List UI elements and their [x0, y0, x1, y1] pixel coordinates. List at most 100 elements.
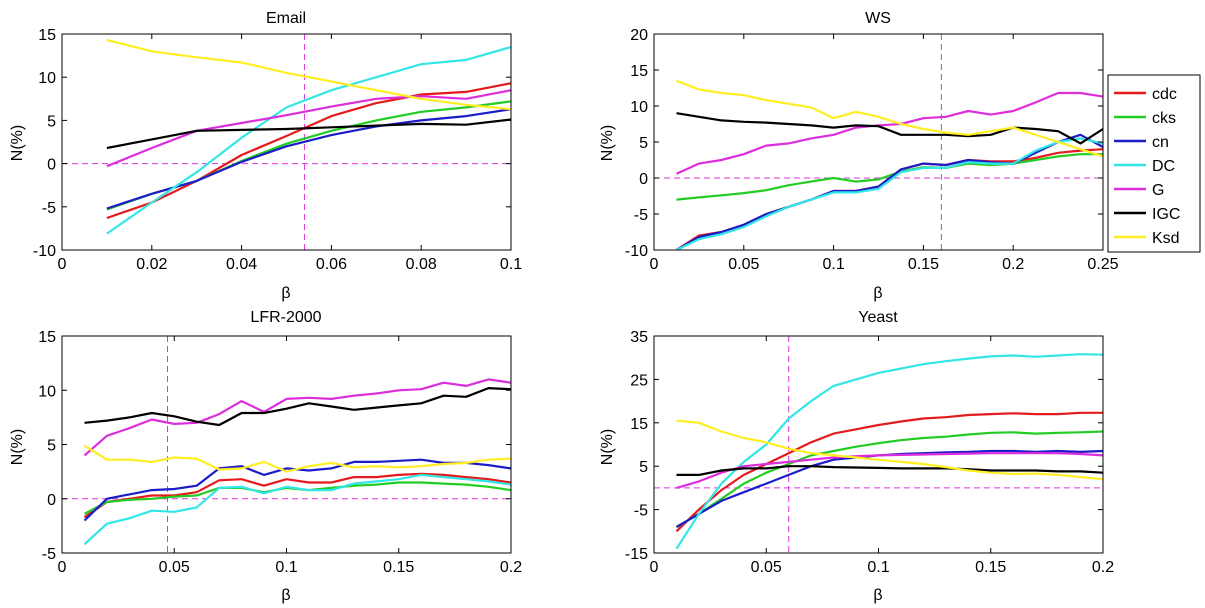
y-tick-label: 10	[38, 70, 56, 87]
y-axis-label: N(%)	[599, 429, 616, 465]
y-tick-label: 0	[47, 492, 56, 509]
series-line-igc	[84, 387, 511, 427]
series-group	[675, 353, 1103, 550]
x-axis-label: β	[873, 587, 882, 604]
series-line-cks	[676, 153, 1103, 201]
panel-title: WS	[865, 10, 891, 27]
y-axis-label: N(%)	[9, 429, 26, 465]
x-tick-label: 0.05	[751, 559, 782, 576]
x-tick-label: 0	[58, 256, 67, 273]
x-tick-label: 0.2	[1092, 559, 1114, 576]
series-line-dc	[676, 137, 1103, 250]
y-tick-label: 5	[639, 135, 648, 152]
x-tick-label: 0.2	[500, 559, 522, 576]
legend-label-ksd: Ksd	[1152, 230, 1180, 247]
y-tick-label: 15	[630, 63, 648, 80]
x-axis-label: β	[873, 285, 882, 302]
x-tick-label: 0.15	[383, 559, 414, 576]
plot-area	[62, 336, 511, 553]
x-tick-label: 0.02	[136, 256, 167, 273]
y-tick-label: 0	[639, 171, 648, 188]
legend-label-cn: cn	[1152, 134, 1169, 151]
y-tick-label: 10	[38, 383, 56, 400]
x-tick-label: 0.2	[1002, 256, 1024, 273]
x-axis-label: β	[281, 587, 290, 604]
y-tick-label: -10	[625, 243, 648, 260]
x-tick-label: 0.1	[275, 559, 297, 576]
panel-title: LFR-2000	[250, 309, 321, 326]
panel-title: Yeast	[858, 309, 898, 326]
x-axis-label: β	[281, 285, 290, 302]
series-line-cdc	[83, 472, 511, 519]
x-tick-label: 0	[650, 559, 659, 576]
y-tick-label: -5	[634, 207, 648, 224]
y-tick-label: -5	[42, 546, 56, 563]
series-line-ksd	[83, 444, 511, 473]
series-line-cks	[675, 430, 1103, 528]
x-tick-label: 0.04	[226, 256, 257, 273]
y-tick-label: 0	[47, 157, 56, 174]
panel-ws: WS β N(%) 0 0.05 0.1 0.15 0.2 0.25 -10 -5 0 5 10 15…	[599, 10, 1119, 302]
series-line-cdc	[106, 82, 511, 220]
x-tick-label: 0	[650, 256, 659, 273]
x-tick-label: 0.15	[975, 559, 1006, 576]
series-line-ksd	[676, 419, 1103, 481]
x-tick-label: 0.1	[822, 256, 844, 273]
x-tick-label: 0.05	[728, 256, 759, 273]
series-line-igc	[676, 465, 1103, 476]
y-tick-label: 35	[630, 329, 648, 346]
series-line-igc	[106, 118, 511, 150]
panel-yeast: Yeast β N(%) 0 0.05 0.1 0.15 0.2 -15 -5 5 15 25 35	[599, 309, 1114, 604]
legend-label-dc: DC	[1152, 158, 1175, 175]
y-tick-label: 25	[630, 372, 648, 389]
series-line-ksd	[676, 79, 1103, 158]
y-tick-label: -5	[42, 200, 56, 217]
series-line-dc	[83, 473, 511, 546]
x-tick-label: 0.08	[406, 256, 437, 273]
y-tick-label: 5	[639, 459, 648, 476]
series-line-g	[676, 91, 1103, 175]
panel-title: Email	[266, 10, 306, 27]
series-line-g	[106, 89, 511, 168]
x-tick-label: 0.05	[159, 559, 190, 576]
y-tick-label: 15	[630, 416, 648, 433]
y-tick-label: -5	[634, 503, 648, 520]
y-axis-label: N(%)	[599, 125, 616, 161]
y-axis-label: N(%)	[9, 125, 26, 161]
legend-label-igc: IGC	[1152, 206, 1180, 223]
series-line-dc	[675, 353, 1103, 550]
x-tick-label: 0.15	[908, 256, 939, 273]
plot-area	[654, 34, 1103, 250]
legend-box	[1107, 74, 1201, 253]
y-tick-label: 10	[630, 99, 648, 116]
series-line-cn	[675, 133, 1103, 250]
series-group	[83, 378, 511, 546]
y-tick-label: -15	[625, 546, 648, 563]
y-tick-label: 15	[38, 329, 56, 346]
series-line-ksd	[106, 38, 511, 111]
series-line-igc	[676, 112, 1103, 145]
x-tick-label: 0.1	[867, 559, 889, 576]
y-tick-label: 20	[630, 27, 648, 44]
legend-label-g: G	[1152, 182, 1164, 199]
x-tick-label: 0	[58, 559, 67, 576]
x-tick-label: 0.1	[500, 256, 522, 273]
x-tick-label: 0.06	[316, 256, 347, 273]
series-group	[675, 79, 1103, 250]
y-tick-label: 15	[38, 27, 56, 44]
series-line-cdc	[675, 411, 1103, 533]
panel-email: Email β N(%) 0 0.02 0.04 0.06 0.08 0.1 -10 -5 0 5…	[9, 10, 522, 302]
series-group	[106, 38, 511, 235]
y-tick-label: 5	[47, 438, 56, 455]
legend: cdc cks cn DC G IGC Ksd	[1107, 74, 1201, 253]
legend-label-cdc: cdc	[1152, 86, 1177, 103]
series-line-dc	[106, 45, 511, 235]
plot-area	[654, 336, 1103, 553]
y-tick-label: -10	[33, 243, 56, 260]
series-line-g	[676, 452, 1103, 489]
series-line-g	[83, 378, 511, 457]
legend-label-cks: cks	[1152, 110, 1176, 127]
x-tick-label: 0.25	[1087, 256, 1118, 273]
